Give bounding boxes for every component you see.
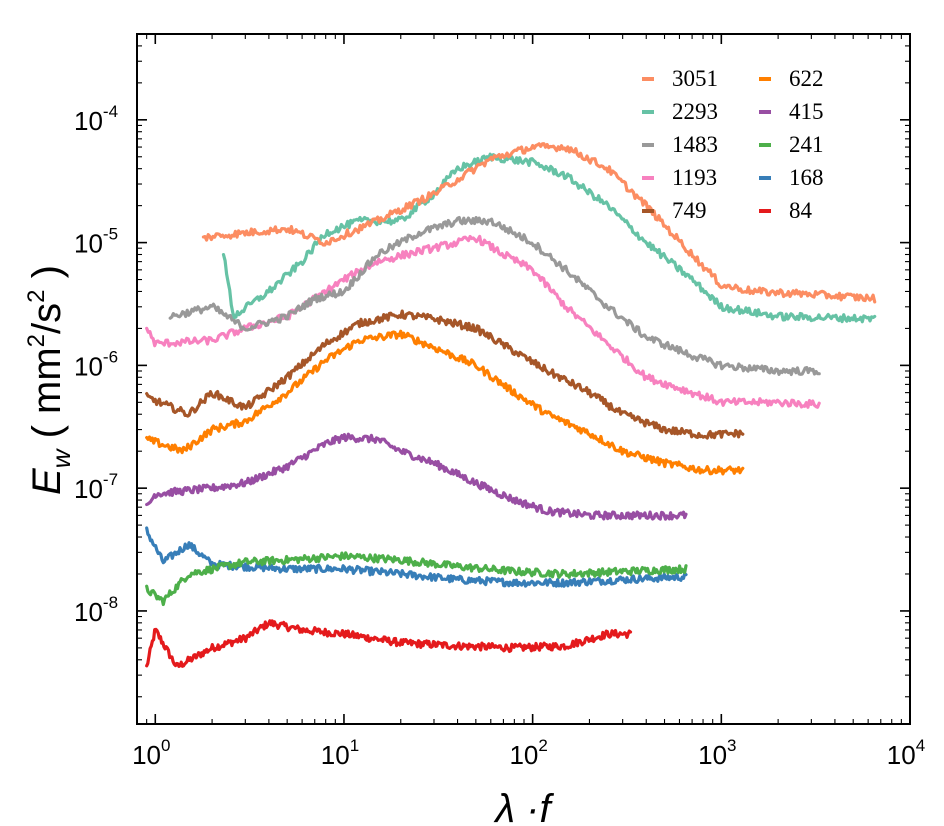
series-line-1483 xyxy=(168,215,821,377)
y-tick-label: 10-4 xyxy=(74,102,118,136)
legend-label-168: 168 xyxy=(789,165,824,190)
series-layer xyxy=(145,142,877,668)
legend-label-84: 84 xyxy=(789,198,813,223)
series-line-241 xyxy=(145,551,688,607)
legend-label-1193: 1193 xyxy=(672,165,717,190)
legend-label-2293: 2293 xyxy=(672,99,718,124)
x-tick-label: 104 xyxy=(887,736,925,770)
series-line-622 xyxy=(145,329,745,476)
x-tick-label: 101 xyxy=(321,736,359,770)
series-line-84 xyxy=(145,619,633,668)
legend-label-415: 415 xyxy=(789,99,824,124)
series-line-749 xyxy=(145,309,745,440)
x-axis-title: λ ·f xyxy=(493,787,554,826)
series-line-2293 xyxy=(221,152,877,324)
x-tick-label: 103 xyxy=(698,736,736,770)
legend-label-241: 241 xyxy=(789,132,824,157)
y-axis-title: Ew ( mm2/s2 ) xyxy=(23,265,76,495)
series-line-168 xyxy=(145,526,688,588)
x-tick-label: 100 xyxy=(132,736,170,770)
legend: 3051 2293 1483 1193 749 622 415 241 168 84 xyxy=(642,66,824,223)
y-tick-label: 10-5 xyxy=(74,225,118,259)
x-tick-label: 102 xyxy=(509,736,547,770)
ticks-layer: 100 101 102 103 104 10-8 10-7 10-6 10-5 10-4 xyxy=(74,33,925,770)
legend-label-622: 622 xyxy=(789,66,824,91)
legend-label-3051: 3051 xyxy=(672,66,718,91)
y-tick-label: 10-7 xyxy=(74,470,118,504)
legend-label-1483: 1483 xyxy=(672,132,718,157)
y-tick-label: 10-6 xyxy=(74,347,118,381)
series-line-1193 xyxy=(145,234,821,409)
series-line-415 xyxy=(145,432,688,521)
y-tick-label: 10-8 xyxy=(74,593,118,627)
legend-label-749: 749 xyxy=(672,198,707,223)
series-line-3051 xyxy=(201,142,877,304)
